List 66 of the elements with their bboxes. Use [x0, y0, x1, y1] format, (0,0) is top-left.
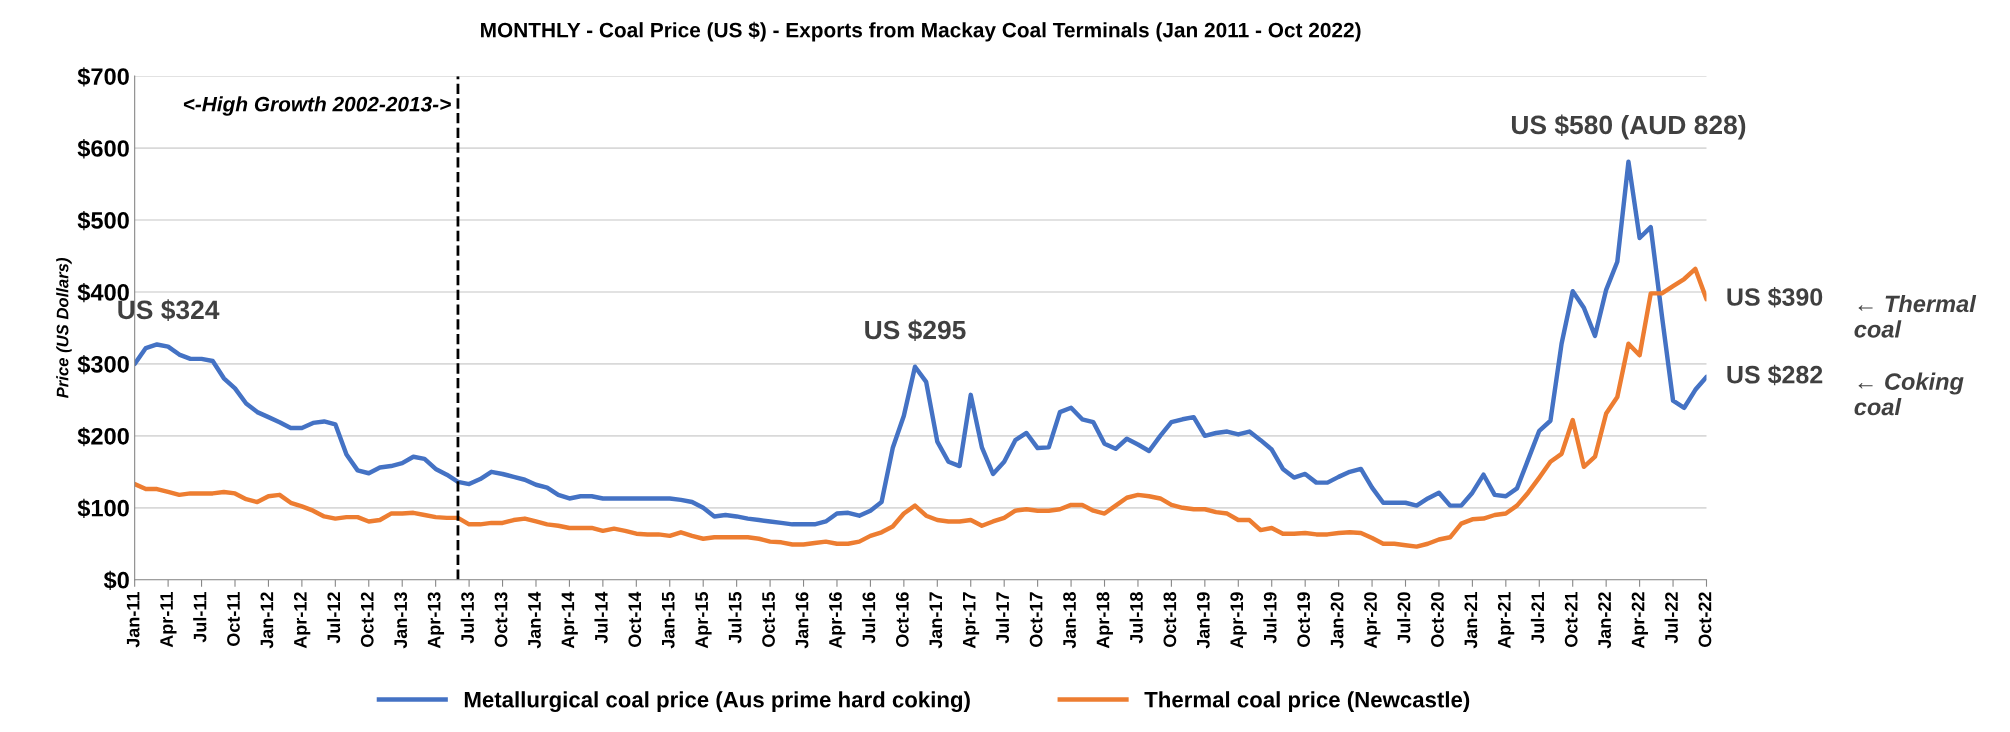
x-tick-label: Oct-19: [1297, 592, 1311, 647]
x-tick-label: Jul-16: [862, 592, 876, 644]
x-tick-label: Oct-11: [227, 592, 240, 646]
x-tick-label: Jan-16: [795, 592, 809, 649]
x-tick-label: Apr-22: [1631, 592, 1649, 649]
x-tick-label: Oct-16: [895, 592, 909, 647]
x-tick-label: Jan-12: [260, 592, 274, 649]
legend-label: Metallurgical coal price (Aus prime hard coking): [464, 691, 970, 712]
x-tick-label: Apr-20: [1364, 592, 1381, 649]
y-tick-label: $300: [77, 354, 129, 375]
x-tick-label: Oct-13: [494, 592, 508, 647]
x-tick-label: Jul-21: [1530, 592, 1545, 644]
x-tick-label: Jan-17: [929, 592, 943, 649]
x-tick-label: Jul-17: [995, 592, 1010, 644]
y-axis-title: Price (US Dollars): [56, 258, 72, 399]
x-tick-label: Jul-20: [1397, 592, 1411, 644]
x-tick-label: Jan-13: [394, 592, 408, 649]
x-tick-label: Jan-18: [1063, 592, 1076, 649]
y-tick-label: $700: [77, 67, 129, 87]
annotation: US $295: [865, 319, 966, 342]
text: ← Thermal coal: [1854, 294, 1977, 338]
x-tick-label: Jan-22: [1598, 592, 1612, 649]
y-tick-label: $600: [77, 139, 129, 159]
x-tick-label: Apr-18: [1096, 592, 1113, 649]
x-tick-label: Apr-21: [1497, 592, 1515, 649]
x-tick-label: Apr-17: [962, 592, 980, 649]
x-tick-label: Oct-22: [1698, 592, 1712, 647]
x-tick-label: Jul-14: [594, 591, 608, 644]
x-tick-label: Jan-11: [126, 592, 140, 648]
x-tick-label: Oct-14: [628, 591, 642, 647]
chart-title: MONTHLY - Coal Price (US $) - Exports from Mackay Coal Terminals (Jan 2011 - Oct 2022): [481, 21, 1361, 42]
x-tick-label: Jul-12: [326, 592, 341, 644]
x-tick-label: Jul-18: [1129, 592, 1143, 644]
x-tick-label: Oct-17: [1029, 592, 1043, 647]
x-tick-label: Jul-11: [193, 592, 207, 643]
annotation: US $282: [1727, 364, 1823, 386]
x-tick-label: Jul-19: [1263, 592, 1277, 644]
x-tick-label: Apr-12: [293, 592, 311, 649]
y-tick-label: $100: [77, 498, 129, 519]
x-tick-label: Jul-22: [1664, 592, 1678, 644]
x-tick-label: Oct-18: [1163, 592, 1177, 647]
x-tick-label: Jan-15: [662, 592, 675, 649]
legend-label: Thermal coal price (Newcastle): [1144, 691, 1470, 712]
x-tick-label: Jan-20: [1330, 592, 1344, 649]
x-tick-label: Apr-16: [829, 592, 846, 649]
y-tick-label: $500: [77, 211, 129, 231]
ref-line-label: <-High Growth 2002-2013->: [183, 96, 451, 116]
y-tick-label: $200: [77, 426, 129, 447]
annotation: US $390: [1727, 287, 1823, 308]
x-tick-label: Jul-13: [460, 592, 474, 644]
x-tick-label: Apr-11: [160, 592, 177, 648]
x-tick-label: Oct-21: [1564, 592, 1578, 647]
x-tick-label: Oct-20: [1431, 592, 1444, 647]
x-tick-label: Oct-15: [762, 592, 775, 647]
x-tick-label: Apr-13: [427, 592, 445, 649]
y-tick-label: $0: [103, 570, 129, 591]
x-tick-label: Apr-19: [1230, 592, 1247, 649]
x-tick-label: Jan-21: [1464, 592, 1478, 649]
x-tick-label: Jan-14: [528, 591, 541, 649]
x-tick-label: Oct-12: [360, 592, 374, 647]
text: ← Coking coal: [1854, 372, 1964, 416]
x-tick-label: Apr-15: [695, 592, 712, 649]
x-tick-label: Jul-15: [728, 592, 742, 644]
x-tick-label: Apr-14: [561, 591, 578, 649]
annotation: US $580 (AUD 828): [1511, 114, 1746, 140]
x-tick-label: Jan-19: [1196, 592, 1210, 649]
